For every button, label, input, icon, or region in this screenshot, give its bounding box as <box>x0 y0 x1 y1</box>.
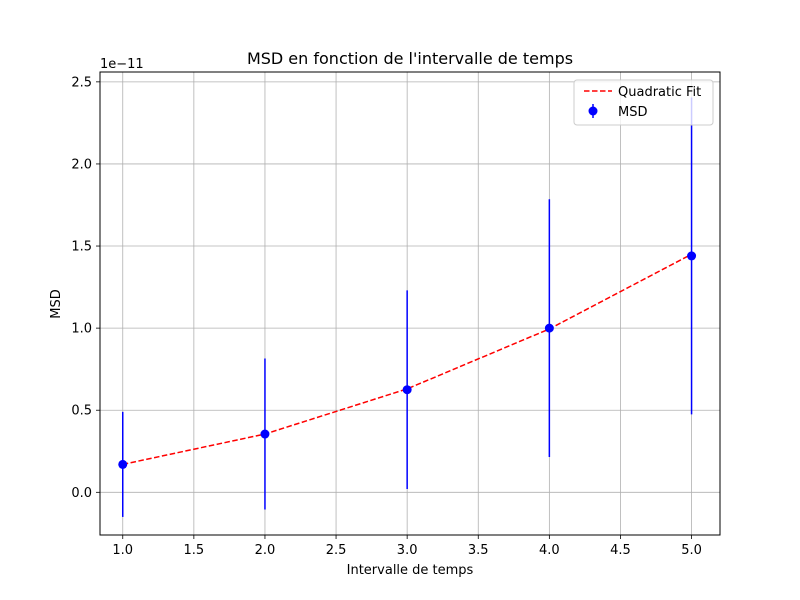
x-tick-label: 1.5 <box>184 543 205 558</box>
chart-title: MSD en fonction de l'intervalle de temps <box>247 49 573 68</box>
y-tick-label: 1.5 <box>71 240 92 255</box>
legend-label-msd: MSD <box>618 105 647 120</box>
msd-data-point <box>402 385 412 395</box>
y-axis-label: MSD <box>49 289 64 318</box>
msd-data-point <box>118 459 128 469</box>
y-tick-label: 2.0 <box>71 157 92 172</box>
x-tick-label: 4.5 <box>610 543 631 558</box>
y-offset-text: 1e−11 <box>100 57 144 72</box>
x-tick-label: 5.0 <box>681 543 702 558</box>
legend-msd-marker <box>588 106 598 116</box>
x-tick-label: 3.0 <box>397 543 418 558</box>
msd-data-point <box>687 251 697 261</box>
y-tick-label: 1.0 <box>71 322 92 337</box>
series-layer <box>118 97 697 517</box>
x-axis-label: Intervalle de temps <box>347 563 474 578</box>
msd-data-point <box>544 323 554 333</box>
y-tick-label: 0.5 <box>71 404 92 419</box>
plot-frame <box>99 71 721 536</box>
quadratic-fit-line <box>122 253 692 466</box>
msd-data-point <box>260 429 270 439</box>
x-tick-label: 4.0 <box>539 543 560 558</box>
x-tick-label: 2.5 <box>326 543 347 558</box>
y-tick-label: 2.5 <box>71 75 92 90</box>
legend-label-fit: Quadratic Fit <box>618 85 701 100</box>
y-tick-label: 0.0 <box>71 486 92 501</box>
ticks: 1.0 1.5 2.0 2.5 3.0 3.5 4.0 4.5 5.0 0.0 0.5 1.0 1.5 2… <box>71 75 702 558</box>
x-tick-label: 3.5 <box>468 543 489 558</box>
x-tick-label: 1.0 <box>112 543 133 558</box>
legend: Quadratic Fit MSD <box>573 79 714 126</box>
x-tick-label: 2.0 <box>255 543 276 558</box>
plot-background <box>100 72 720 535</box>
